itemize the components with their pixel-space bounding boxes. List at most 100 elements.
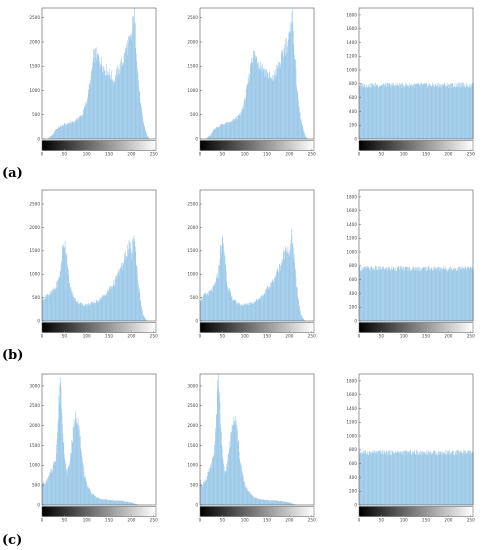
histogram-bar — [276, 271, 277, 321]
histogram-bar — [438, 452, 440, 505]
histogram-bar — [122, 500, 124, 505]
histogram-bar — [109, 286, 111, 321]
histogram-bar — [214, 284, 215, 321]
histogram-bar — [271, 500, 272, 505]
histogram-bar — [458, 266, 459, 321]
histogram-bar — [91, 71, 93, 139]
histogram-bar — [43, 299, 45, 321]
histogram-bar — [411, 269, 412, 321]
histogram-bar — [381, 454, 382, 505]
histogram-bar — [396, 86, 398, 139]
histogram-bar — [110, 285, 111, 321]
histogram-bar — [296, 88, 298, 139]
histogram-bar — [454, 269, 456, 321]
histogram-bar — [421, 454, 423, 505]
histogram-bar — [98, 497, 99, 505]
histogram-bar — [56, 282, 57, 321]
histogram-bar — [388, 83, 390, 139]
histogram-bar — [221, 123, 222, 139]
histogram-bar — [454, 455, 455, 505]
histogram-bar — [80, 117, 82, 139]
histogram-bar — [82, 304, 84, 321]
y-tick-label: 1000 — [346, 67, 357, 72]
histogram-bar — [422, 453, 424, 505]
histogram-bar — [208, 136, 209, 139]
histogram-bar — [289, 31, 291, 139]
histogram-bar — [392, 85, 394, 139]
histogram-bar — [42, 298, 44, 321]
histogram-bar — [204, 483, 205, 505]
histogram-bar — [58, 277, 59, 321]
histogram-bar — [456, 82, 458, 139]
histogram-bar — [398, 452, 399, 505]
histogram-bar — [430, 271, 431, 321]
histogram-bar — [300, 118, 301, 139]
histogram-bar — [400, 268, 401, 321]
histogram-bar — [81, 115, 82, 139]
histogram-bar — [440, 451, 442, 505]
histogram-bar — [291, 228, 292, 321]
histogram-bar — [415, 267, 416, 321]
histogram-bar — [407, 266, 409, 321]
histogram-bar — [233, 118, 235, 139]
y-tick-label: 1500 — [29, 248, 40, 253]
histogram-bar — [280, 266, 282, 321]
histogram-bar — [234, 120, 236, 139]
histogram-bar — [458, 82, 460, 139]
histogram-bar — [271, 500, 273, 505]
histogram-bar — [424, 452, 425, 505]
histogram-bar — [410, 85, 412, 139]
histogram-bar — [250, 302, 252, 321]
histogram-bar — [281, 501, 283, 505]
histogram-bar — [431, 84, 433, 139]
histogram-bar — [259, 297, 260, 321]
histogram-bar — [81, 114, 83, 139]
histogram-bar — [82, 114, 84, 139]
histogram-bar — [373, 87, 375, 139]
histogram-bar — [460, 452, 462, 505]
histogram-bar — [96, 300, 98, 321]
histogram-bar — [68, 284, 70, 321]
histogram-bar — [224, 256, 226, 321]
histogram-bar — [440, 268, 442, 321]
histogram-bar — [47, 481, 48, 505]
histogram-bar — [98, 57, 100, 139]
histogram-bar — [97, 497, 99, 505]
histogram-bar — [130, 242, 131, 321]
histogram-bar — [441, 454, 442, 505]
histogram-bar — [94, 303, 96, 321]
histogram-bar — [230, 121, 232, 139]
histogram-bar — [92, 494, 93, 505]
histogram-bar — [238, 115, 240, 139]
histogram-bar — [361, 452, 362, 505]
histogram-bar — [461, 86, 462, 139]
y-tick-label: 1400 — [346, 406, 357, 411]
histogram-bar — [74, 426, 76, 505]
histogram-bar — [57, 280, 58, 321]
histogram-bar — [453, 451, 454, 505]
histogram-bar — [304, 320, 305, 321]
histogram-bar — [465, 450, 466, 505]
histogram-bar — [143, 315, 145, 321]
histogram-bar — [372, 83, 374, 139]
histogram-bar — [145, 132, 147, 139]
histogram-bar — [253, 497, 254, 505]
histogram-bar — [246, 83, 248, 139]
histogram-bar — [235, 301, 237, 321]
histogram-bar — [377, 451, 378, 505]
histogram-bar — [61, 260, 63, 321]
histogram-bar — [106, 499, 107, 505]
histogram-bar — [412, 268, 413, 321]
histogram-bar — [112, 82, 113, 139]
histogram-bar — [301, 120, 302, 139]
histogram-bar — [285, 53, 287, 139]
histogram-bar — [289, 502, 291, 505]
histogram-bar — [419, 85, 420, 139]
histogram-bar — [61, 413, 63, 505]
histogram-bar — [410, 271, 412, 321]
histogram-bar — [259, 299, 261, 321]
histogram-bar — [213, 283, 215, 321]
histogram-bar — [439, 267, 441, 321]
histogram-bar — [97, 498, 99, 505]
histogram-bar — [376, 85, 378, 139]
